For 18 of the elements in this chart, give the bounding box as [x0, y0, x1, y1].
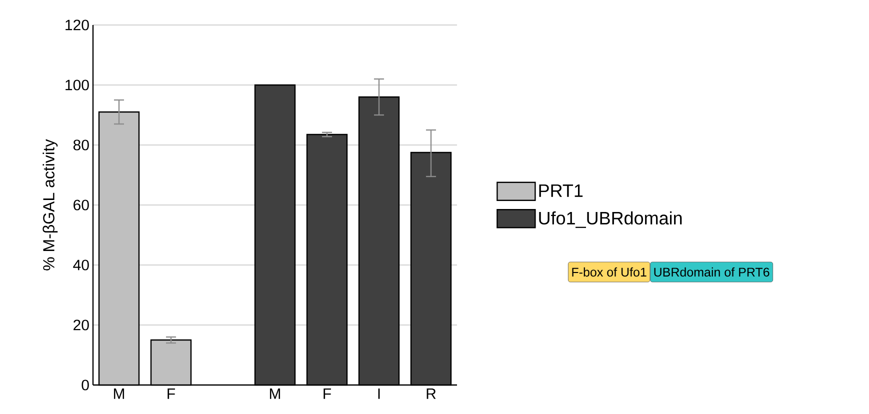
y-tick-label: 60 — [74, 200, 89, 210]
x-tick-label: I — [378, 388, 380, 399]
legend-label: Ufo1_UBRdomain — [539, 211, 682, 228]
x-tick-label: F — [168, 388, 175, 399]
y-tick-label: 20 — [74, 320, 89, 330]
y-tick-label: 120 — [66, 20, 89, 30]
y-tick-label: 100 — [66, 80, 89, 90]
y-tick-label: 40 — [73, 260, 89, 270]
legend-label: PRT1 — [539, 184, 583, 197]
y-axis-title: % M-βGAL activity — [42, 139, 58, 270]
y-tick-label: 80 — [73, 140, 89, 150]
y-tick-label: 0 — [82, 380, 89, 390]
x-tick-label: F — [324, 388, 331, 399]
text: UBRdomain of PRT6 — [654, 267, 770, 277]
text: F-box of Ufo1 — [572, 267, 646, 277]
x-tick-label: M — [114, 388, 124, 399]
x-tick-label: R — [426, 388, 436, 399]
x-tick-label: M — [270, 388, 280, 399]
